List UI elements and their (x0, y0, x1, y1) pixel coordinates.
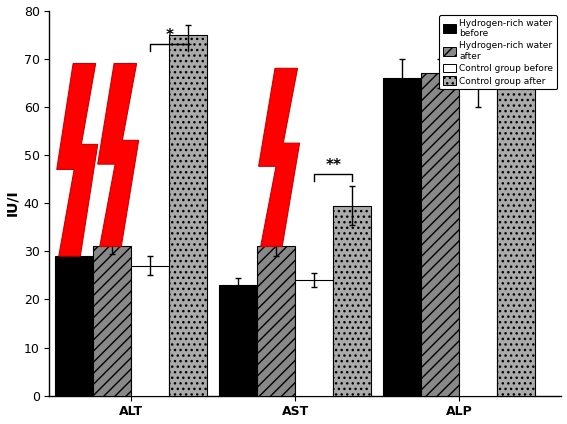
Bar (132, 266, 170, 396)
Bar (459, 88, 497, 396)
Bar (295, 280, 333, 396)
Bar (497, 59, 535, 396)
Text: **: ** (325, 158, 341, 173)
Bar (421, 73, 459, 396)
Bar (170, 35, 208, 396)
Bar (383, 78, 421, 396)
Bar (219, 285, 257, 396)
Bar (94, 246, 132, 396)
Text: *: * (166, 28, 174, 43)
Polygon shape (57, 64, 98, 256)
Polygon shape (98, 64, 139, 246)
Bar (333, 206, 371, 396)
Y-axis label: IU/I: IU/I (6, 190, 19, 216)
Polygon shape (259, 68, 299, 246)
Bar (257, 246, 295, 396)
Legend: Hydrogen-rich water
before, Hydrogen-rich water
after, Control group before, Con: Hydrogen-rich water before, Hydrogen-ric… (439, 15, 557, 89)
Bar (56, 256, 94, 396)
